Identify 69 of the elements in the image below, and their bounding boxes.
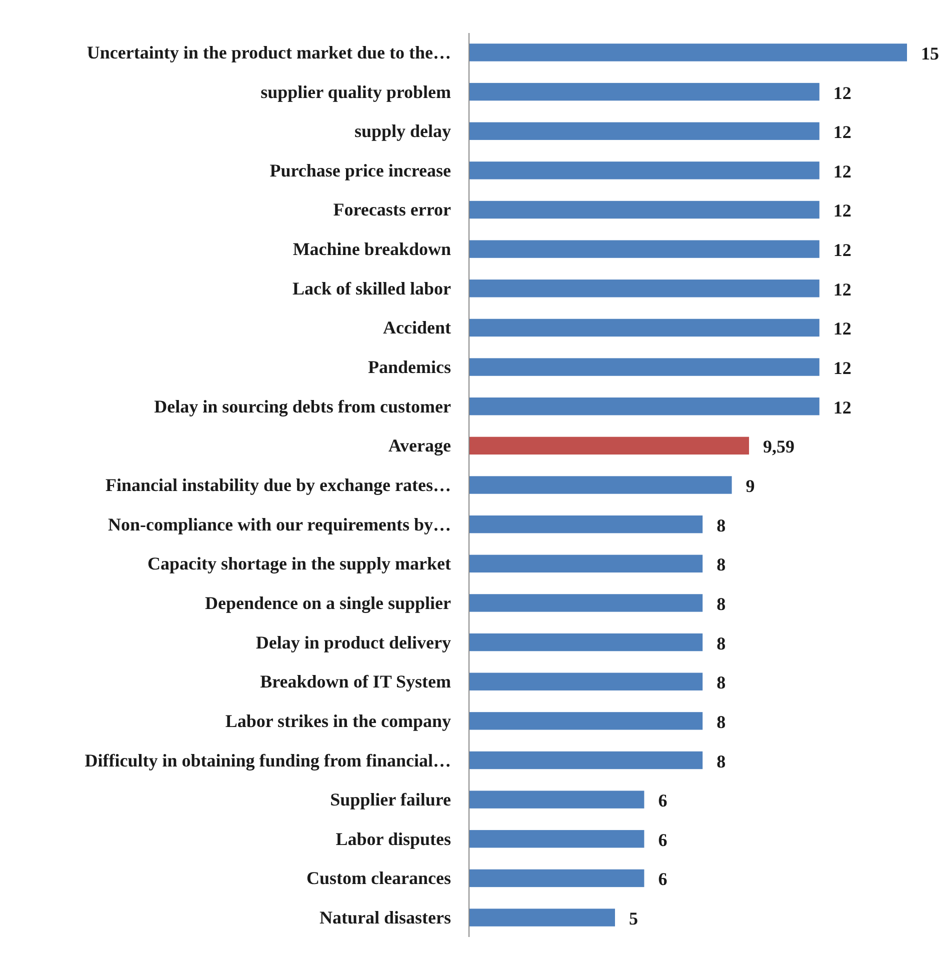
y-tick-label: Dependence on a single supplier	[204, 592, 452, 613]
y-tick-label: Difficulty in obtaining funding from financial…	[84, 750, 451, 770]
data-label: 12	[833, 161, 852, 182]
data-label: 9,59	[763, 436, 795, 457]
data-label: 12	[833, 318, 852, 339]
bar	[469, 318, 820, 337]
data-label: 6	[658, 790, 668, 811]
bar	[469, 358, 820, 376]
bar	[469, 751, 703, 770]
data-label: 12	[833, 240, 852, 260]
y-tick-label: Labor strikes in the company	[225, 710, 451, 731]
y-tick-label: Purchase price increase	[270, 160, 452, 180]
y-tick-label: Average	[388, 436, 451, 456]
bar	[469, 122, 820, 140]
y-tick-label: Labor disputes	[336, 828, 451, 849]
y-tick-label: Forecasts error	[333, 200, 452, 220]
data-label: 5	[629, 908, 638, 929]
bar	[469, 200, 820, 219]
y-tick-label: Financial instability due by exchange rates…	[105, 475, 451, 495]
bar	[469, 82, 820, 101]
y-tick-label: Custom clearances	[306, 868, 451, 888]
y-tick-label: Uncertainty in the product market due to the…	[86, 42, 451, 62]
bar	[469, 712, 703, 730]
data-label: 8	[716, 712, 726, 732]
bar	[469, 476, 732, 494]
y-tick-label: Natural disasters	[320, 908, 451, 928]
bar	[469, 869, 644, 888]
data-label: 15	[921, 43, 939, 64]
data-label: 12	[833, 358, 852, 378]
bar	[469, 672, 703, 690]
bar	[469, 633, 703, 652]
data-label: 6	[658, 869, 668, 890]
bar	[469, 554, 703, 572]
bar	[469, 280, 820, 298]
data-label: 8	[716, 515, 726, 536]
y-tick-label: supply delay	[354, 121, 451, 142]
y-tick-label: Delay in product delivery	[256, 632, 451, 652]
y-tick-label: Accident	[383, 318, 452, 338]
y-tick-label: Delay in sourcing debts from customer	[154, 396, 451, 416]
y-tick-label: Non-compliance with our requirements by…	[108, 514, 451, 534]
data-label: 6	[658, 830, 668, 850]
data-label: 9	[746, 476, 755, 496]
data-label: 8	[716, 594, 726, 614]
y-tick-label: Capacity shortage in the supply market	[147, 554, 451, 574]
y-tick-label: supplier quality problem	[260, 82, 451, 102]
y-tick-label: Lack of skilled labor	[292, 278, 451, 298]
bar	[469, 830, 644, 848]
bar	[469, 436, 750, 455]
bar	[469, 398, 820, 416]
y-tick-label: Breakdown of IT System	[260, 672, 451, 692]
bar	[469, 790, 644, 808]
data-label: 12	[833, 279, 852, 300]
bar	[469, 240, 820, 258]
bar	[469, 162, 820, 180]
y-tick-label: Machine breakdown	[292, 239, 451, 260]
data-label: 12	[833, 200, 852, 221]
y-tick-label: Pandemics	[368, 357, 451, 378]
bar	[469, 44, 907, 62]
data-label: 8	[716, 751, 726, 772]
bar	[469, 515, 703, 534]
data-label: 8	[716, 633, 726, 654]
data-label: 12	[833, 397, 852, 418]
data-label: 8	[716, 672, 726, 693]
data-label: 12	[833, 82, 852, 103]
data-label: 12	[833, 122, 852, 142]
data-label: 8	[716, 554, 726, 575]
bar	[469, 594, 703, 612]
bar	[469, 908, 615, 926]
y-tick-label: Supplier failure	[330, 790, 452, 810]
